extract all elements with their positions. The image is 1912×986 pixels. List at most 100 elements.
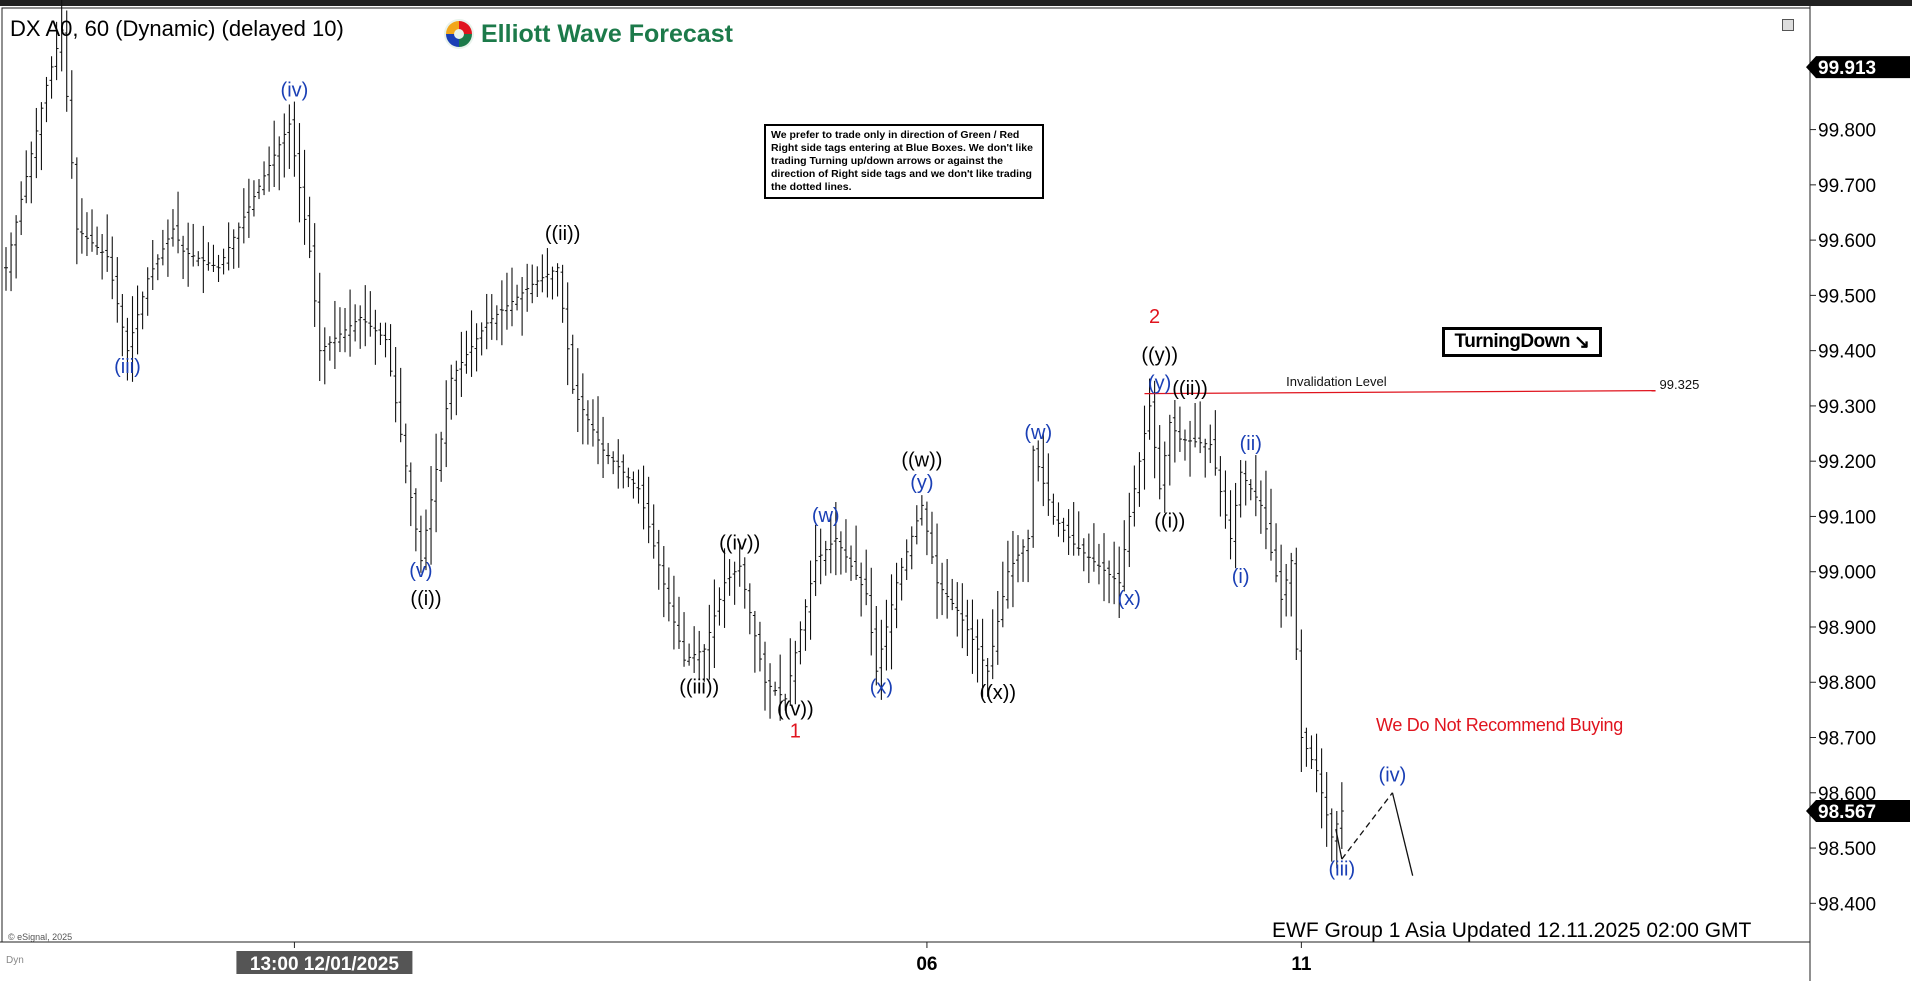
price-bar xyxy=(19,181,24,236)
price-tick-label: 99.600 xyxy=(1818,231,1876,252)
wave-label: (ii) xyxy=(1240,433,1262,455)
price-bar xyxy=(970,599,975,674)
price-bar xyxy=(935,523,940,619)
price-bar xyxy=(803,599,808,651)
price-bar xyxy=(1198,401,1203,454)
price-bar xyxy=(1319,748,1324,829)
price-bar xyxy=(140,291,145,330)
price-bar xyxy=(833,502,838,576)
price-bar xyxy=(413,488,418,552)
price-bar xyxy=(160,229,165,266)
price-bar xyxy=(1142,405,1147,490)
price-bar xyxy=(337,307,342,353)
price-bar xyxy=(575,348,580,433)
price-tick-label: 99.400 xyxy=(1818,342,1876,363)
price-bar xyxy=(408,462,413,527)
price-bar xyxy=(343,308,348,353)
price-bar xyxy=(1208,424,1213,464)
price-bar xyxy=(874,605,879,686)
price-bar xyxy=(960,583,965,649)
price-bar xyxy=(1147,378,1152,440)
price-bar xyxy=(778,654,783,721)
price-bar xyxy=(560,264,565,323)
price-bar xyxy=(904,539,909,580)
price-bar xyxy=(1334,811,1339,869)
price-bar xyxy=(332,300,337,369)
price-bar xyxy=(535,266,540,297)
price-bar xyxy=(474,323,479,372)
price-bar xyxy=(403,423,408,484)
wave-label: (x) xyxy=(1118,588,1141,610)
price-bar xyxy=(869,567,874,656)
copyright: © eSignal, 2025 xyxy=(8,932,73,942)
price-bar xyxy=(1010,530,1015,608)
price-bar xyxy=(1005,540,1010,609)
price-bar xyxy=(84,212,89,257)
dyn-label: Dyn xyxy=(6,955,24,966)
price-bar xyxy=(1263,470,1268,550)
wave-label: ((y)) xyxy=(1141,345,1178,367)
price-bar xyxy=(444,380,449,468)
recommendation-text: We Do Not Recommend Buying xyxy=(1376,715,1623,735)
price-bar xyxy=(34,107,39,179)
price-bar xyxy=(1324,772,1329,847)
price-bar xyxy=(49,56,54,99)
invalidation-level: Invalidation Level 99.325 xyxy=(1144,374,1699,395)
price-bar xyxy=(378,322,383,346)
price-bar xyxy=(555,263,560,297)
price-bar xyxy=(616,439,621,489)
price-bar xyxy=(550,266,555,300)
price-bar xyxy=(692,626,697,673)
price-bar xyxy=(282,113,287,178)
wave-label: ((ii)) xyxy=(1172,378,1208,400)
top-border xyxy=(0,0,1912,6)
price-bar xyxy=(373,309,378,365)
price-bar xyxy=(1102,533,1107,602)
price-tick-label: 99.500 xyxy=(1818,286,1876,307)
price-bar xyxy=(393,347,398,423)
price-bar xyxy=(484,293,489,350)
price-bar xyxy=(429,466,434,565)
price-bar xyxy=(510,267,514,327)
wave-projection xyxy=(1335,792,1414,876)
price-bar xyxy=(656,529,661,590)
down-right-arrow-icon: ↘ xyxy=(1574,331,1590,353)
restore-window-icon[interactable] xyxy=(1782,19,1794,31)
time-tick-label: 13:00 12/01/2025 xyxy=(250,954,399,975)
price-bar xyxy=(879,619,884,700)
price-bar xyxy=(90,209,95,252)
price-bar xyxy=(1248,479,1253,501)
price-tag-label: 98.567 xyxy=(1818,802,1876,823)
wave-label: (iii) xyxy=(1329,859,1356,881)
price-bar xyxy=(757,621,762,672)
price-bar xyxy=(828,514,833,574)
price-tick-label: 99.100 xyxy=(1818,507,1876,528)
price-bar xyxy=(358,305,363,349)
price-bar xyxy=(1172,399,1177,463)
wave-label: 1 xyxy=(790,721,801,743)
price-bar xyxy=(353,304,358,342)
price-bar xyxy=(702,644,707,682)
wave-label: (x) xyxy=(870,676,893,698)
price-bar xyxy=(69,70,74,179)
price-bar xyxy=(489,294,494,340)
price-bar xyxy=(995,590,1000,665)
price-bar xyxy=(985,658,990,697)
price-bar xyxy=(287,104,292,169)
price-bar xyxy=(1036,440,1041,482)
price-bar xyxy=(1299,629,1304,772)
turning-down-label: TurningDown xyxy=(1454,331,1571,352)
price-bar xyxy=(322,327,327,385)
price-bar xyxy=(383,322,388,358)
price-bar xyxy=(515,284,520,311)
price-bar xyxy=(955,582,960,637)
price-bar xyxy=(894,562,899,629)
wave-label: (i) xyxy=(1232,566,1250,588)
price-bar xyxy=(783,693,788,711)
price-bar xyxy=(1066,509,1071,555)
price-bar xyxy=(1243,460,1248,506)
price-bar xyxy=(226,222,231,271)
price-bar xyxy=(125,317,130,381)
price-bar xyxy=(1188,420,1193,477)
price-bar xyxy=(1076,511,1081,556)
